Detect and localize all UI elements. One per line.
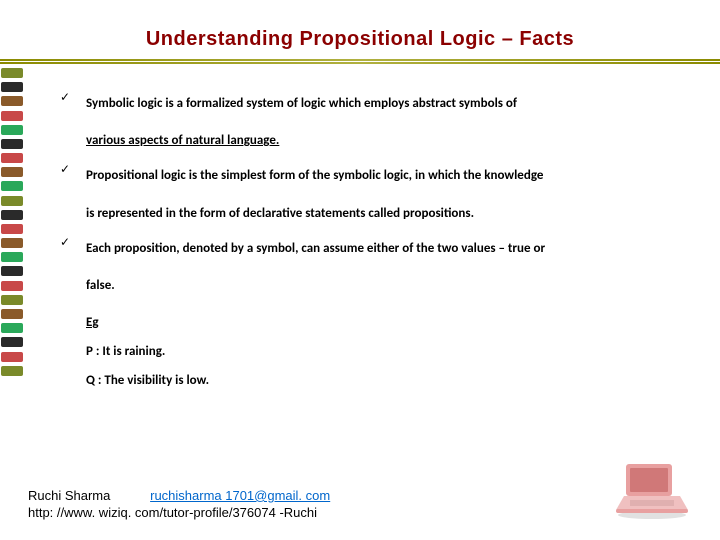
plug-icon: [1, 337, 23, 347]
bullet-continuation: various aspects of natural language.: [86, 125, 680, 156]
content-area: ✓ Symbolic logic is a formalized system …: [0, 68, 720, 388]
check-icon: ✓: [60, 88, 86, 104]
bullet-text: Symbolic logic is a formalized system of…: [86, 88, 517, 119]
author-email-link[interactable]: ruchisharma 1701@gmail. com: [150, 488, 330, 503]
author-name: Ruchi Sharma: [28, 488, 110, 503]
plug-icon: [1, 323, 23, 333]
example-line: P : It is raining.: [86, 344, 680, 359]
plug-icon: [1, 281, 23, 291]
plug-icon: [1, 352, 23, 362]
bullet-text: Each proposition, denoted by a symbol, c…: [86, 233, 545, 264]
laptop-icon: [610, 460, 694, 520]
plug-icon: [1, 252, 23, 262]
plug-icon: [1, 309, 23, 319]
plug-icon: [1, 210, 23, 220]
author-url: http: //www. wiziq. com/tutor-profile/37…: [28, 505, 317, 520]
plug-icon: [1, 238, 23, 248]
plug-icon: [1, 82, 23, 92]
plug-icon: [1, 295, 23, 305]
plug-icon: [1, 224, 23, 234]
left-decoration: [0, 62, 24, 382]
bullet-item: ✓ Symbolic logic is a formalized system …: [60, 88, 680, 119]
footer: Ruchi Sharma ruchisharma 1701@gmail. com…: [28, 487, 330, 522]
plug-icon: [1, 68, 23, 78]
title-rule: [0, 59, 720, 64]
bullet-text: Propositional logic is the simplest form…: [86, 160, 543, 191]
bullet-continuation: false.: [86, 270, 680, 301]
bullet-item: ✓ Each proposition, denoted by a symbol,…: [60, 233, 680, 264]
example-line: Q : The visibility is low.: [86, 373, 680, 388]
plug-icon: [1, 125, 23, 135]
plug-icon: [1, 196, 23, 206]
plug-icon: [1, 96, 23, 106]
check-icon: ✓: [60, 160, 86, 176]
plug-icon: [1, 366, 23, 376]
plug-icon: [1, 167, 23, 177]
bullet-item: ✓ Propositional logic is the simplest fo…: [60, 160, 680, 191]
plug-icon: [1, 111, 23, 121]
example-heading: Eg: [86, 315, 680, 330]
bullet-continuation: is represented in the form of declarativ…: [86, 198, 680, 229]
check-icon: ✓: [60, 233, 86, 249]
page-title: Understanding Propositional Logic – Fact…: [0, 0, 720, 59]
plug-icon: [1, 181, 23, 191]
plug-icon: [1, 139, 23, 149]
plug-icon: [1, 266, 23, 276]
plug-icon: [1, 153, 23, 163]
